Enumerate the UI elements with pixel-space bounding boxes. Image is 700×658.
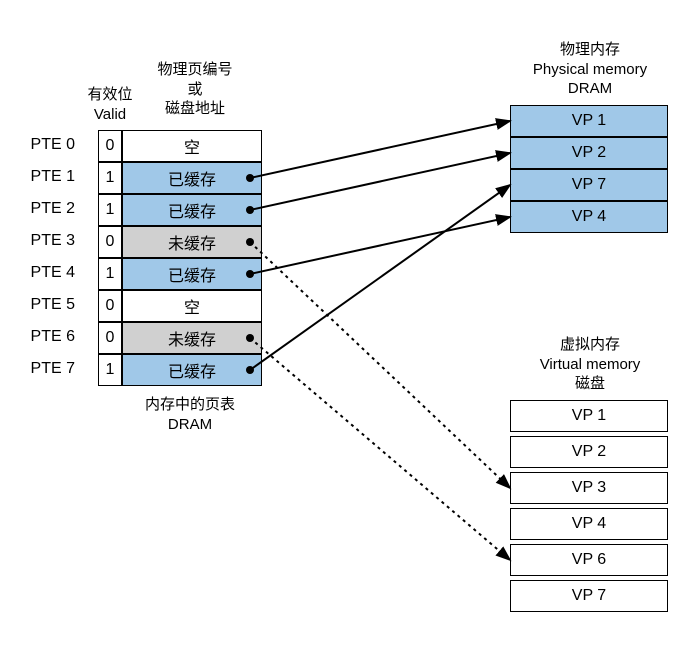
pte-label: PTE 6 (20, 328, 75, 346)
pte-label: PTE 5 (20, 296, 75, 314)
pte-label: PTE 2 (20, 200, 75, 218)
pm-cell: VP 2 (510, 137, 668, 169)
vm-header-en: Virtual memory (540, 356, 641, 373)
ppn-cell: 已缓存 (122, 258, 262, 290)
valid-cell: 1 (98, 354, 122, 386)
pm-cell: VP 7 (510, 169, 668, 201)
pm-header-cn: 物理内存 (560, 41, 620, 58)
ppn-header-3: 磁盘地址 (165, 100, 225, 117)
valid-header-cn: 有效位 (87, 86, 132, 103)
valid-header-en: Valid (94, 106, 126, 123)
vm-cell: VP 3 (510, 472, 668, 504)
valid-cell: 1 (98, 258, 122, 290)
ppn-cell: 空 (122, 130, 262, 162)
vm-header-disk: 磁盘 (575, 375, 605, 392)
ppn-cell: 空 (122, 290, 262, 322)
valid-cell: 1 (98, 194, 122, 226)
ppn-cell: 已缓存 (122, 162, 262, 194)
pte-label: PTE 1 (20, 168, 75, 186)
ppn-cell: 已缓存 (122, 354, 262, 386)
page-table-caption-en: DRAM (168, 416, 212, 433)
page-table-caption-cn: 内存中的页表 (145, 396, 235, 413)
pm-header-dram: DRAM (568, 80, 612, 97)
vm-cell: VP 7 (510, 580, 668, 612)
ppn-header-2: 或 (187, 81, 202, 98)
pm-header-en: Physical memory (533, 61, 647, 78)
pte-label: PTE 3 (20, 232, 75, 250)
pm-cell: VP 1 (510, 105, 668, 137)
valid-cell: 0 (98, 322, 122, 354)
ppn-header-1: 物理页编号 (157, 61, 232, 78)
vm-cell: VP 1 (510, 400, 668, 432)
valid-cell: 0 (98, 130, 122, 162)
vm-cell: VP 4 (510, 508, 668, 540)
pte-label: PTE 4 (20, 264, 75, 282)
valid-cell: 0 (98, 226, 122, 258)
ppn-cell: 未缓存 (122, 322, 262, 354)
vm-header-cn: 虚拟内存 (560, 336, 620, 353)
vm-cell: VP 2 (510, 436, 668, 468)
valid-cell: 1 (98, 162, 122, 194)
pte-label: PTE 0 (20, 136, 75, 154)
ppn-cell: 未缓存 (122, 226, 262, 258)
pm-cell: VP 4 (510, 201, 668, 233)
vm-cell: VP 6 (510, 544, 668, 576)
pte-label: PTE 7 (20, 360, 75, 378)
ppn-cell: 已缓存 (122, 194, 262, 226)
valid-cell: 0 (98, 290, 122, 322)
